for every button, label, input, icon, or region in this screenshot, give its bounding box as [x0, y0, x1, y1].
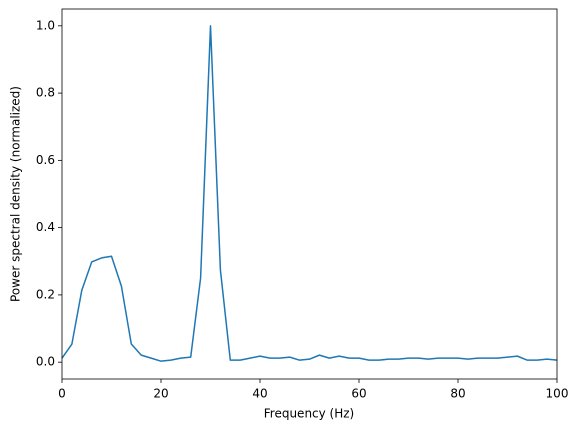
- y-tick-label: 0.6: [36, 153, 55, 167]
- x-tick-label: 80: [450, 387, 465, 401]
- plot-frame: [61, 8, 558, 380]
- x-tick-label: 100: [546, 387, 569, 401]
- y-axis-label: Power spectral density (normalized): [9, 86, 23, 302]
- y-tick-label: 1.0: [36, 18, 55, 32]
- x-tick-label: 60: [351, 387, 366, 401]
- x-axis-label: Frequency (Hz): [264, 407, 355, 421]
- x-tick-label: 20: [153, 387, 168, 401]
- line-series: [61, 25, 558, 362]
- y-tick-label: 0.0: [36, 355, 55, 369]
- y-tick-label: 0.8: [36, 86, 55, 100]
- y-tick-label: 0.2: [36, 287, 55, 301]
- x-tick-label: 0: [58, 387, 66, 401]
- x-tick-label: 40: [252, 387, 267, 401]
- y-tick-label: 0.4: [36, 220, 55, 234]
